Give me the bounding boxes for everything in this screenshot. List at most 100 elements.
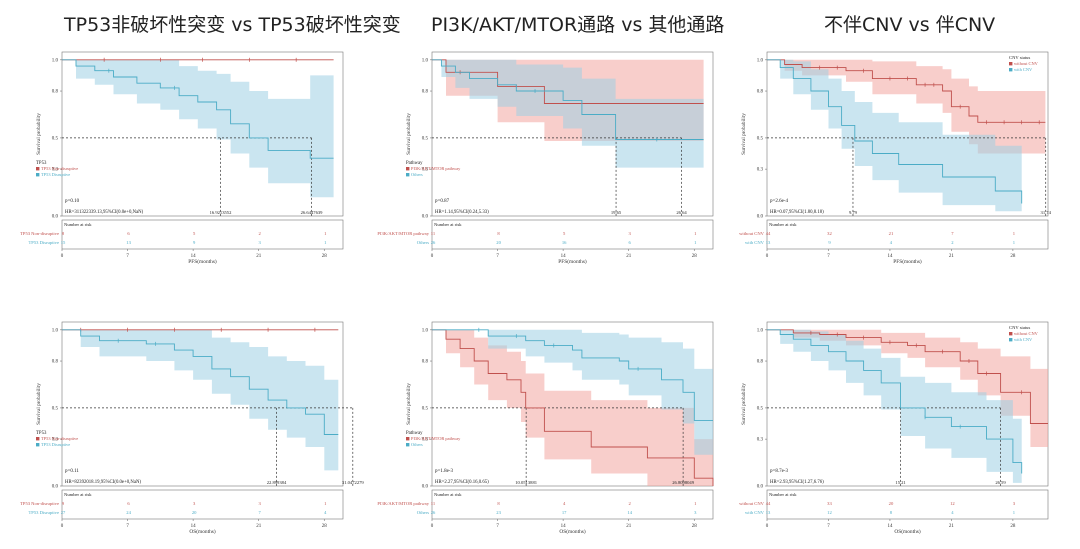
risk-count: 33 (827, 501, 832, 506)
y-tick-label: 0.5 (422, 137, 429, 142)
legend-swatch-1 (406, 167, 410, 171)
risk-count: 44 (766, 501, 771, 506)
risk-count: 1 (694, 231, 697, 236)
x-axis-label: PFS(months) (558, 258, 587, 265)
legend-swatch-1 (1009, 332, 1013, 336)
legend-label-2: TP53 Disruptive (41, 172, 70, 177)
y-tick-label: 0.0 (757, 215, 764, 220)
risk-count: 1 (324, 501, 327, 506)
risk-count: 4 (563, 501, 566, 506)
x-axis-label: PFS(months) (188, 258, 217, 265)
risk-count: 3 (694, 510, 697, 515)
y-tick-label: 0.3 (422, 168, 429, 173)
y-tick-label: 1.0 (757, 328, 764, 333)
p-value: p=8.7e-3 (770, 469, 788, 474)
x-tick-label: 7 (126, 524, 129, 529)
risk-table-frame (431, 489, 714, 520)
median-label-1: 22.899384 (267, 480, 287, 485)
risk-table-title: Number at risk (769, 492, 797, 497)
legend-label-2: with CNV (1014, 67, 1033, 72)
legend-label-2: Others (411, 172, 423, 177)
risk-count: 14 (627, 510, 632, 515)
y-tick-label: 1.0 (422, 328, 429, 333)
risk-row-label-1: without CNV (739, 231, 765, 236)
x-tick-label: 7 (496, 254, 499, 259)
survival-curve-2 (62, 59, 334, 159)
median-label-1: 10.0513881 (515, 480, 538, 485)
x-tick-label: 21 (626, 254, 632, 259)
legend-label-2: TP53 Disruptive (41, 442, 70, 447)
risk-count: 5 (563, 231, 566, 236)
risk-count: 3 (1013, 501, 1016, 506)
x-tick-label: 0 (61, 524, 64, 529)
x-tick-label: 14 (561, 524, 567, 529)
risk-count: 2 (951, 240, 954, 245)
risk-count: 1 (694, 501, 697, 506)
risk-count: 2 (629, 501, 632, 506)
hazard-ratio: HR=2.93,95%CI(1.27,6.76) (770, 480, 824, 485)
risk-count: 23 (496, 510, 501, 515)
hazard-ratio: HR=0.07,95%CI(1.80,8.18) (770, 210, 824, 215)
x-tick-label: 21 (626, 524, 632, 529)
risk-row-label-1: TP53 Non-disruptive (20, 501, 59, 506)
x-tick-label: 0 (431, 524, 434, 529)
median-label-2: 26.64 (676, 210, 687, 215)
legend-swatch-2 (1009, 338, 1013, 342)
risk-count: 8 (62, 231, 65, 236)
y-axis-label: Survival probability (406, 383, 412, 425)
risk-row-label-2: TP53 Disruptive (29, 510, 60, 515)
y-tick-label: 0.3 (757, 168, 764, 173)
risk-count: 27 (61, 510, 66, 515)
legend-swatch-2 (406, 443, 410, 447)
y-axis-label: Survival probability (36, 113, 42, 155)
risk-count: 44 (766, 231, 771, 236)
x-tick-label: 7 (126, 254, 129, 259)
hazard-ratio: HR=1.14,95%CI(0.24,5.33) (435, 210, 489, 215)
legend-label-1: TP53 Non-disruptive (41, 436, 78, 441)
legend-title: CNV status (1009, 325, 1030, 330)
median-label-2: 26.6447639 (301, 210, 324, 215)
y-tick-label: 0.0 (52, 485, 59, 490)
risk-row-label-2: TP53 Disruptive (29, 240, 60, 245)
x-tick-label: 0 (766, 524, 769, 529)
legend-title: CNV status (1009, 55, 1030, 60)
risk-count: 15 (61, 240, 66, 245)
risk-count: 11 (431, 501, 436, 506)
x-tick-label: 7 (827, 254, 830, 259)
y-tick-label: 1.0 (52, 58, 59, 63)
median-label-1: 19.65 (611, 210, 622, 215)
legend-title: Pathway (406, 431, 423, 436)
hazard-ratio: HR=82392018.19,95%CI(0.0e+0,NaN) (65, 480, 141, 485)
risk-table-frame (766, 489, 1049, 520)
x-axis-label: PFS(months) (893, 258, 922, 265)
y-tick-label: 0.8 (422, 90, 429, 95)
y-tick-label: 0.8 (52, 360, 59, 365)
risk-row-label-1: PI3K/AKT/MTOR pathway (377, 501, 429, 506)
legend-label-2: Others (411, 442, 423, 447)
risk-count: 13 (126, 240, 131, 245)
median-label-1: 16.9213552 (210, 210, 233, 215)
confidence-band-2 (767, 59, 1022, 212)
y-axis-label: Survival probability (406, 113, 412, 155)
risk-count: 5 (193, 231, 196, 236)
p-value: p=0.10 (65, 199, 80, 204)
risk-count: 11 (431, 231, 436, 236)
legend-title: TP53 (36, 431, 47, 436)
risk-count: 32 (827, 231, 832, 236)
legend-swatch-2 (1009, 68, 1013, 72)
p-value: p=2.6e-4 (770, 199, 788, 204)
y-tick-label: 0.0 (422, 485, 429, 490)
legend-swatch-1 (36, 167, 40, 171)
median-label-2: 26.59 (995, 480, 1006, 485)
risk-count: 4 (951, 510, 954, 515)
y-axis-label: Survival probability (741, 113, 747, 155)
risk-count: 8 (890, 510, 893, 515)
risk-count: 8 (497, 501, 500, 506)
y-tick-label: 0.5 (52, 137, 59, 142)
y-tick-label: 0.5 (757, 407, 764, 412)
x-tick-label: 7 (827, 524, 830, 529)
km-chart-pathway-os: 10.0513881 26.8098049 0.0 0.3 0.5 0.8 1.0 Survi… (377, 321, 714, 535)
risk-count: 2 (259, 231, 262, 236)
y-tick-label: 0.5 (52, 407, 59, 412)
risk-count: 4 (890, 240, 893, 245)
